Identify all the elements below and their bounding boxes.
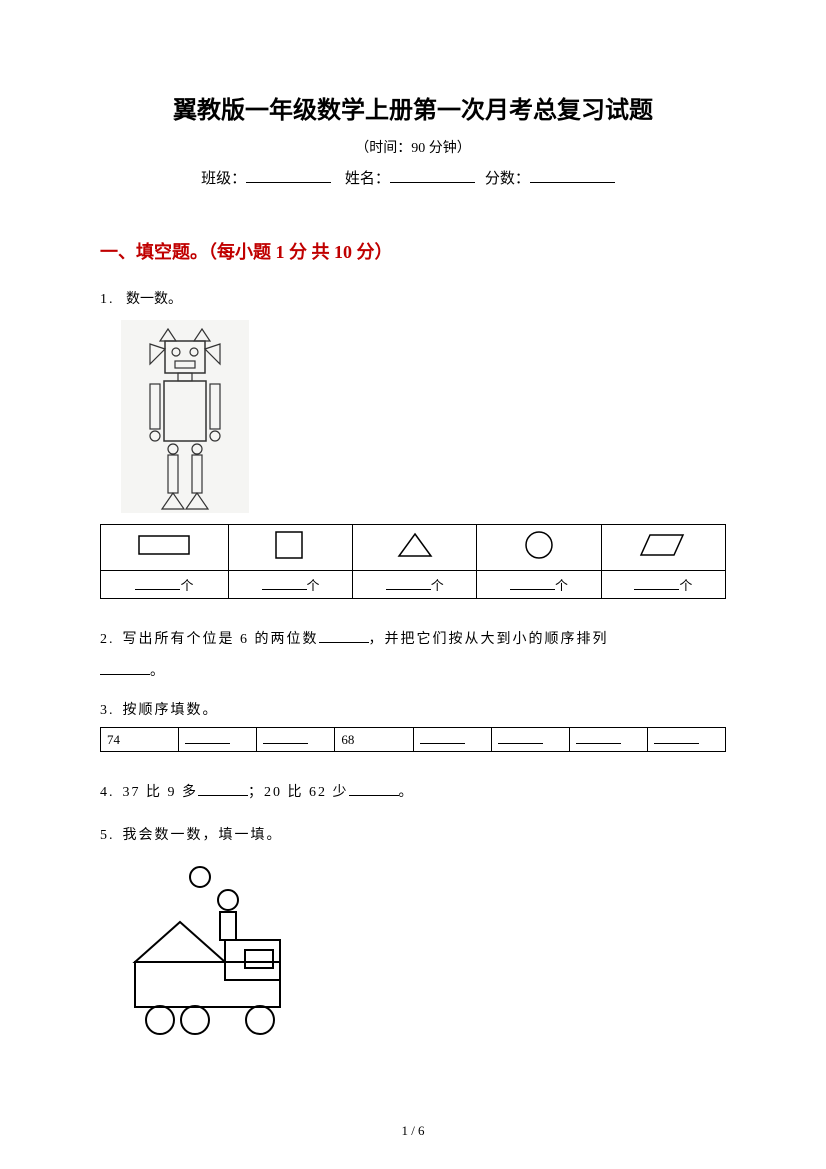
seq-cell-4 <box>413 728 491 752</box>
shape-parallelogram-cell <box>601 525 725 571</box>
class-blank <box>246 182 331 183</box>
q4-text2: ；20 比 62 少 <box>248 785 349 800</box>
exam-duration: （时间：90 分钟） <box>100 137 726 157</box>
section1-header: 一、填空题。（每小题 1 分 共 10 分） <box>100 238 726 264</box>
truck-figure <box>120 862 726 1047</box>
class-label: 班级： <box>201 171 246 187</box>
name-blank <box>390 182 475 183</box>
square-count: 个 <box>228 571 352 599</box>
q3-number: 3. <box>100 700 115 722</box>
question-1: 1. 数一数。 <box>100 289 726 311</box>
q4-text1: 37 比 9 多 <box>123 785 199 800</box>
score-label: 分数： <box>485 171 530 187</box>
q5-number: 5. <box>100 825 115 847</box>
q4-blank1 <box>198 795 248 796</box>
score-blank <box>530 182 615 183</box>
seq-cell-3: 68 <box>335 728 413 752</box>
question-2-line2: 。 <box>100 660 726 680</box>
page-number: 1 / 6 <box>0 1123 826 1139</box>
robot-figure <box>120 319 726 519</box>
rectangle-count: 个 <box>101 571 229 599</box>
triangle-count: 个 <box>353 571 477 599</box>
name-label: 姓名： <box>345 171 390 187</box>
sequence-table: 74 68 <box>100 727 726 752</box>
seq-cell-0: 74 <box>101 728 179 752</box>
question-2: 2. 写出所有个位是 6 的两位数 ，并把它们按从大到小的顺序排列 <box>100 629 726 651</box>
q4-number: 4. <box>100 782 115 804</box>
q1-number: 1. <box>100 289 115 311</box>
parallelogram-count: 个 <box>601 571 725 599</box>
q4-blank2 <box>349 795 399 796</box>
q2-text3: 。 <box>150 664 166 679</box>
seq-cell-2 <box>257 728 335 752</box>
question-5: 5. 我会数一数，填一填。 <box>100 825 726 847</box>
q2-text1: 写出所有个位是 6 的两位数 <box>123 632 319 647</box>
shape-rectangle-cell <box>101 525 229 571</box>
q2-number: 2. <box>100 629 115 651</box>
exam-title: 翼教版一年级数学上册第一次月考总复习试题 <box>100 90 726 125</box>
circle-count: 个 <box>477 571 601 599</box>
q1-text: 数一数。 <box>126 292 182 307</box>
shape-square-cell <box>228 525 352 571</box>
question-3: 3. 按顺序填数。 <box>100 700 726 722</box>
shapes-count-table: 个 个 个 个 个 <box>100 524 726 599</box>
q5-text: 我会数一数，填一填。 <box>123 828 283 843</box>
shape-circle-cell <box>477 525 601 571</box>
seq-cell-5 <box>491 728 569 752</box>
seq-cell-1 <box>179 728 257 752</box>
seq-cell-6 <box>569 728 647 752</box>
info-line: 班级： 姓名： 分数： <box>100 167 726 188</box>
shape-triangle-cell <box>353 525 477 571</box>
q2-text2: ，并把它们按从大到小的顺序排列 <box>369 632 609 647</box>
q2-blank2 <box>100 674 150 675</box>
seq-cell-7 <box>647 728 725 752</box>
q2-blank1 <box>319 642 369 643</box>
question-4: 4. 37 比 9 多 ；20 比 62 少 。 <box>100 782 726 804</box>
q4-text3: 。 <box>399 785 415 800</box>
q3-text: 按顺序填数。 <box>123 703 219 718</box>
